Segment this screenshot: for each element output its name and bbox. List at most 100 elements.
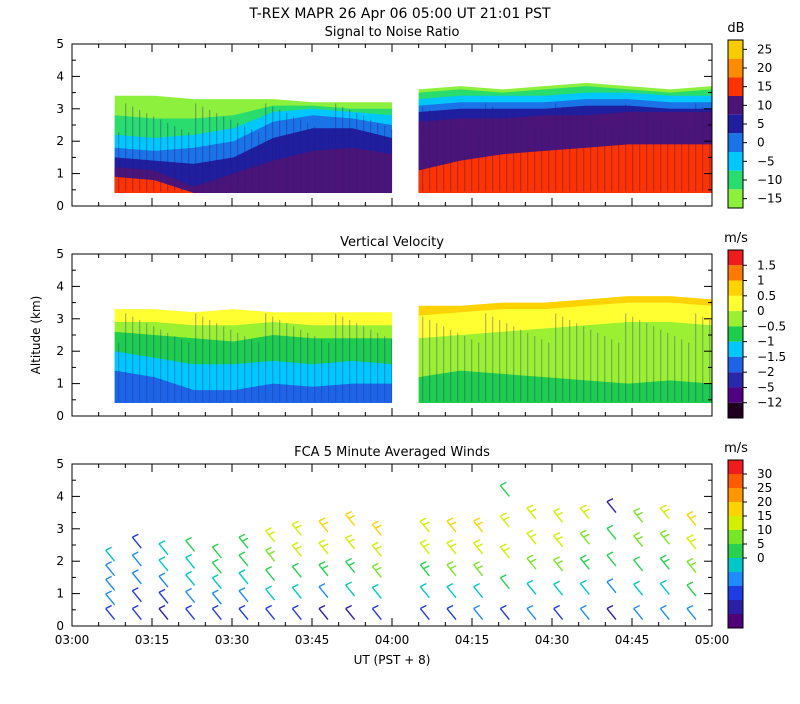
wind-barb-staff	[659, 608, 670, 620]
wind-barb-staff	[318, 586, 329, 599]
y-tick-label: 5	[56, 37, 64, 51]
panel-frame	[71, 463, 713, 627]
wind-barb-flag	[238, 587, 246, 592]
colorbar-swatch	[728, 488, 743, 502]
wind-barb-staff	[211, 561, 222, 574]
wind-barb-flag	[526, 504, 534, 509]
wind-barb-staff	[579, 557, 590, 570]
wind-barb-flag	[105, 546, 112, 551]
wind-profile	[185, 536, 196, 620]
wind-barb-staff	[291, 523, 302, 536]
y-tick-label: 5	[56, 247, 64, 261]
wind-barb-staff	[371, 523, 382, 536]
wind-barb-flag	[526, 604, 534, 610]
colorbar-swatch	[728, 402, 743, 418]
y-tick-label: 0	[56, 409, 64, 423]
wind-barb-flag	[500, 512, 507, 517]
y-tick-label: 1	[56, 587, 64, 601]
wind-barb-flag	[583, 533, 590, 538]
wind-barb-flag	[686, 534, 694, 539]
x-tick-label: 03:30	[215, 633, 250, 647]
wind-barb-flag	[321, 565, 329, 570]
panel-title: Vertical Velocity	[340, 235, 444, 250]
wind-barb-flag	[689, 561, 697, 567]
wind-barb-flag	[158, 588, 166, 593]
wind-barb-flag	[606, 604, 614, 610]
colorbar-tick-label: 0.5	[757, 289, 776, 303]
wind-barb-staff	[158, 591, 169, 604]
colorbar-tick-label: 1	[757, 274, 765, 288]
wind-profile	[371, 520, 382, 620]
wind-profile	[211, 543, 222, 620]
wind-barb-staff	[633, 559, 644, 572]
wind-barb-staff	[185, 591, 196, 603]
wind-barb-staff	[158, 559, 169, 572]
wind-barb-staff	[499, 484, 510, 497]
wind-barb-staff	[526, 608, 537, 620]
wind-barb-flag	[473, 604, 480, 610]
wind-barb-flag	[212, 543, 219, 548]
wind-barb-flag	[158, 604, 166, 610]
wind-barb-flag	[348, 514, 355, 520]
wind-profile	[446, 517, 457, 620]
wind-barb-staff	[371, 565, 382, 578]
wind-barb-staff	[419, 586, 430, 599]
wind-barb-flag	[636, 511, 643, 516]
colorbar-tick-label: 25	[757, 42, 772, 56]
colorbar-swatch	[728, 544, 743, 558]
wind-barb-flag	[476, 565, 483, 570]
wind-barb-flag	[633, 507, 640, 512]
wind-barb-flag	[446, 604, 454, 610]
wind-barb-flag	[238, 569, 246, 574]
wind-barb-flag	[580, 504, 587, 509]
colorbar-tick-label: 30	[757, 467, 772, 481]
wind-barb-flag	[633, 531, 640, 537]
colorbar-swatch	[728, 77, 743, 96]
wind-profile	[265, 527, 276, 620]
wind-barb-flag	[372, 520, 379, 525]
wind-barb-staff	[686, 537, 697, 550]
colorbar-tick-label: 20	[757, 61, 772, 75]
wind-barb-staff	[659, 557, 670, 570]
wind-barb-flag	[420, 583, 427, 588]
wind-barb-flag	[212, 558, 219, 563]
wind-barb-flag	[268, 531, 275, 536]
wind-profile	[553, 507, 564, 620]
wind-barb-flag	[105, 604, 112, 610]
wind-barb-flag	[185, 604, 192, 610]
wind-barb-flag	[663, 558, 670, 563]
colorbar-swatch	[728, 600, 743, 614]
wind-barb-staff	[265, 549, 276, 562]
x-tick-label: 04:45	[615, 633, 650, 647]
colorbar-tick-label: 10	[757, 523, 772, 537]
wind-barb-flag	[503, 547, 510, 552]
wind-profile	[158, 540, 169, 620]
wind-barb-flag	[292, 541, 299, 546]
wind-barb-staff	[526, 507, 537, 520]
colorbar-swatch	[728, 356, 743, 373]
wind-barb-flag	[265, 604, 272, 610]
wind-barb-staff	[446, 586, 457, 599]
wind-barb-flag	[553, 604, 560, 610]
colorbar-swatch	[728, 311, 743, 327]
colorbar-unit: dB	[727, 21, 744, 36]
wind-barb-flag	[423, 521, 430, 526]
colorbar-tick-label: −10	[757, 173, 782, 187]
wind-barb-flag	[420, 517, 427, 522]
colorbar-frame	[727, 249, 744, 419]
colorbar-tick-label: −1	[757, 335, 775, 349]
wind-barb-staff	[238, 572, 249, 585]
wind-barb-staff	[553, 535, 564, 548]
wind-barb-flag	[476, 521, 483, 526]
wind-barb-flag	[158, 556, 166, 561]
wind-barb-flag	[660, 579, 667, 585]
wind-barb-flag	[500, 481, 507, 487]
wind-barb-flag	[686, 557, 694, 563]
wind-barb-flag	[321, 543, 329, 548]
wind-barb-flag	[372, 541, 379, 546]
wind-barb-flag	[583, 508, 590, 513]
wind-barb-flag	[423, 565, 430, 570]
x-tick-label: 04:00	[375, 633, 410, 647]
wind-barb-flag	[132, 587, 139, 592]
colorbar-swatch	[728, 96, 743, 115]
